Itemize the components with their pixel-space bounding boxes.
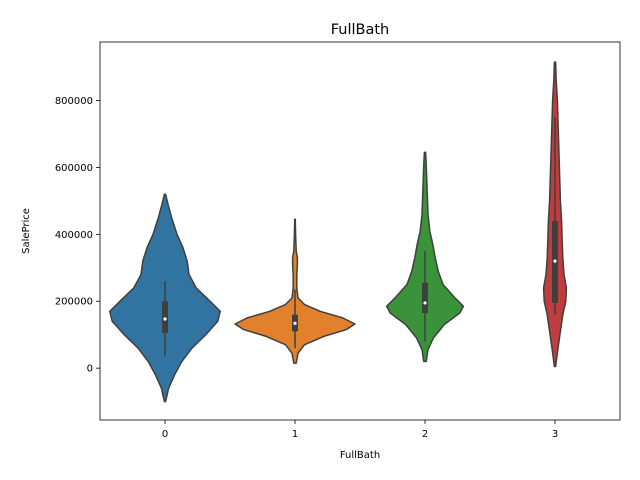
x-tick-label: 2 [422, 429, 428, 440]
iqr-box-2 [422, 282, 428, 313]
y-tick-label: 200000 [55, 297, 93, 308]
y-axis-label: SalePrice [21, 208, 32, 254]
median-marker-3 [553, 259, 557, 263]
median-marker-0 [163, 317, 167, 321]
x-axis-label: FullBath [340, 450, 380, 461]
x-tick-label: 1 [292, 429, 298, 440]
chart-title: FullBath [331, 22, 390, 38]
iqr-box-0 [162, 301, 168, 334]
x-axis: 0 1 2 3 [162, 420, 558, 440]
x-tick-label: 0 [162, 429, 168, 440]
y-tick-label: 600000 [55, 163, 93, 174]
y-tick-label: 800000 [55, 96, 93, 107]
axes-frame [99, 41, 621, 421]
median-marker-2 [423, 301, 427, 305]
plot-area [109, 61, 568, 403]
y-tick-label: 400000 [55, 230, 93, 241]
median-marker-1 [293, 321, 297, 325]
y-tick-label: 0 [87, 364, 93, 375]
x-tick-label: 3 [552, 429, 558, 440]
y-axis: 0 200000 400000 600000 800000 [55, 96, 100, 375]
